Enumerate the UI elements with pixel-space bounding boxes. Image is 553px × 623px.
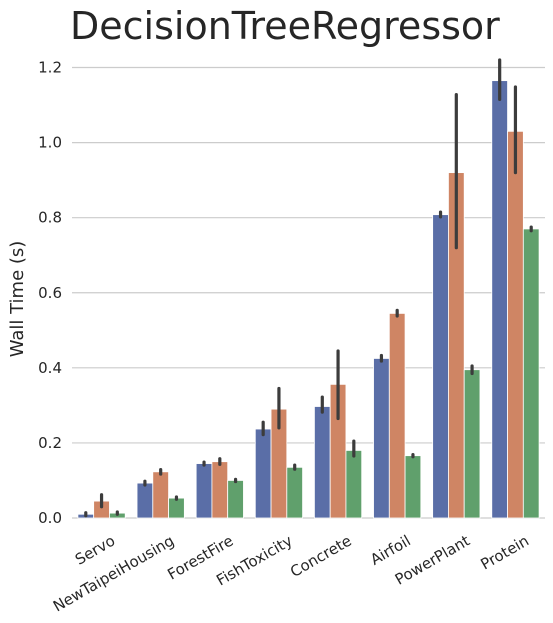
bar [195, 463, 213, 519]
bar [345, 450, 363, 519]
x-tick-labels: ServoNewTaipeiHousingForestFireFishToxic… [50, 532, 532, 616]
bar [404, 455, 422, 519]
y-tick-label: 0.2 [38, 434, 62, 452]
y-tick-label: 0.4 [38, 359, 62, 377]
bar [152, 471, 169, 519]
bar [507, 130, 524, 519]
bars [77, 80, 540, 519]
y-tick-labels: 0.0 0.2 0.4 0.6 0.8 1.0 1.2 [38, 59, 62, 527]
bar [463, 369, 481, 519]
x-tick-label: Protein [477, 532, 532, 574]
bar [491, 80, 508, 519]
bar [373, 358, 390, 519]
bar [168, 497, 185, 519]
x-tick-label: Airfoil [367, 532, 414, 569]
gridlines [72, 66, 545, 519]
chart-title: DecisionTreeRegressor [70, 4, 500, 48]
y-tick-label: 0.8 [38, 209, 62, 227]
error-bars [84, 58, 533, 518]
bar [136, 482, 154, 519]
bar [432, 214, 449, 519]
bar [522, 228, 540, 519]
bar [227, 480, 244, 519]
y-axis-label: Wall Time (s) [7, 241, 28, 358]
y-tick-label: 1.2 [38, 59, 62, 77]
x-tick-label: Concrete [287, 532, 355, 581]
bar [388, 313, 406, 519]
bar [254, 428, 272, 519]
x-tick-label: Servo [72, 532, 118, 569]
y-tick-label: 0.0 [38, 509, 62, 527]
y-tick-label: 1.0 [38, 134, 62, 152]
y-tick-label: 0.6 [38, 284, 62, 302]
bar [314, 406, 331, 519]
bar [211, 461, 229, 519]
bar [286, 466, 303, 519]
